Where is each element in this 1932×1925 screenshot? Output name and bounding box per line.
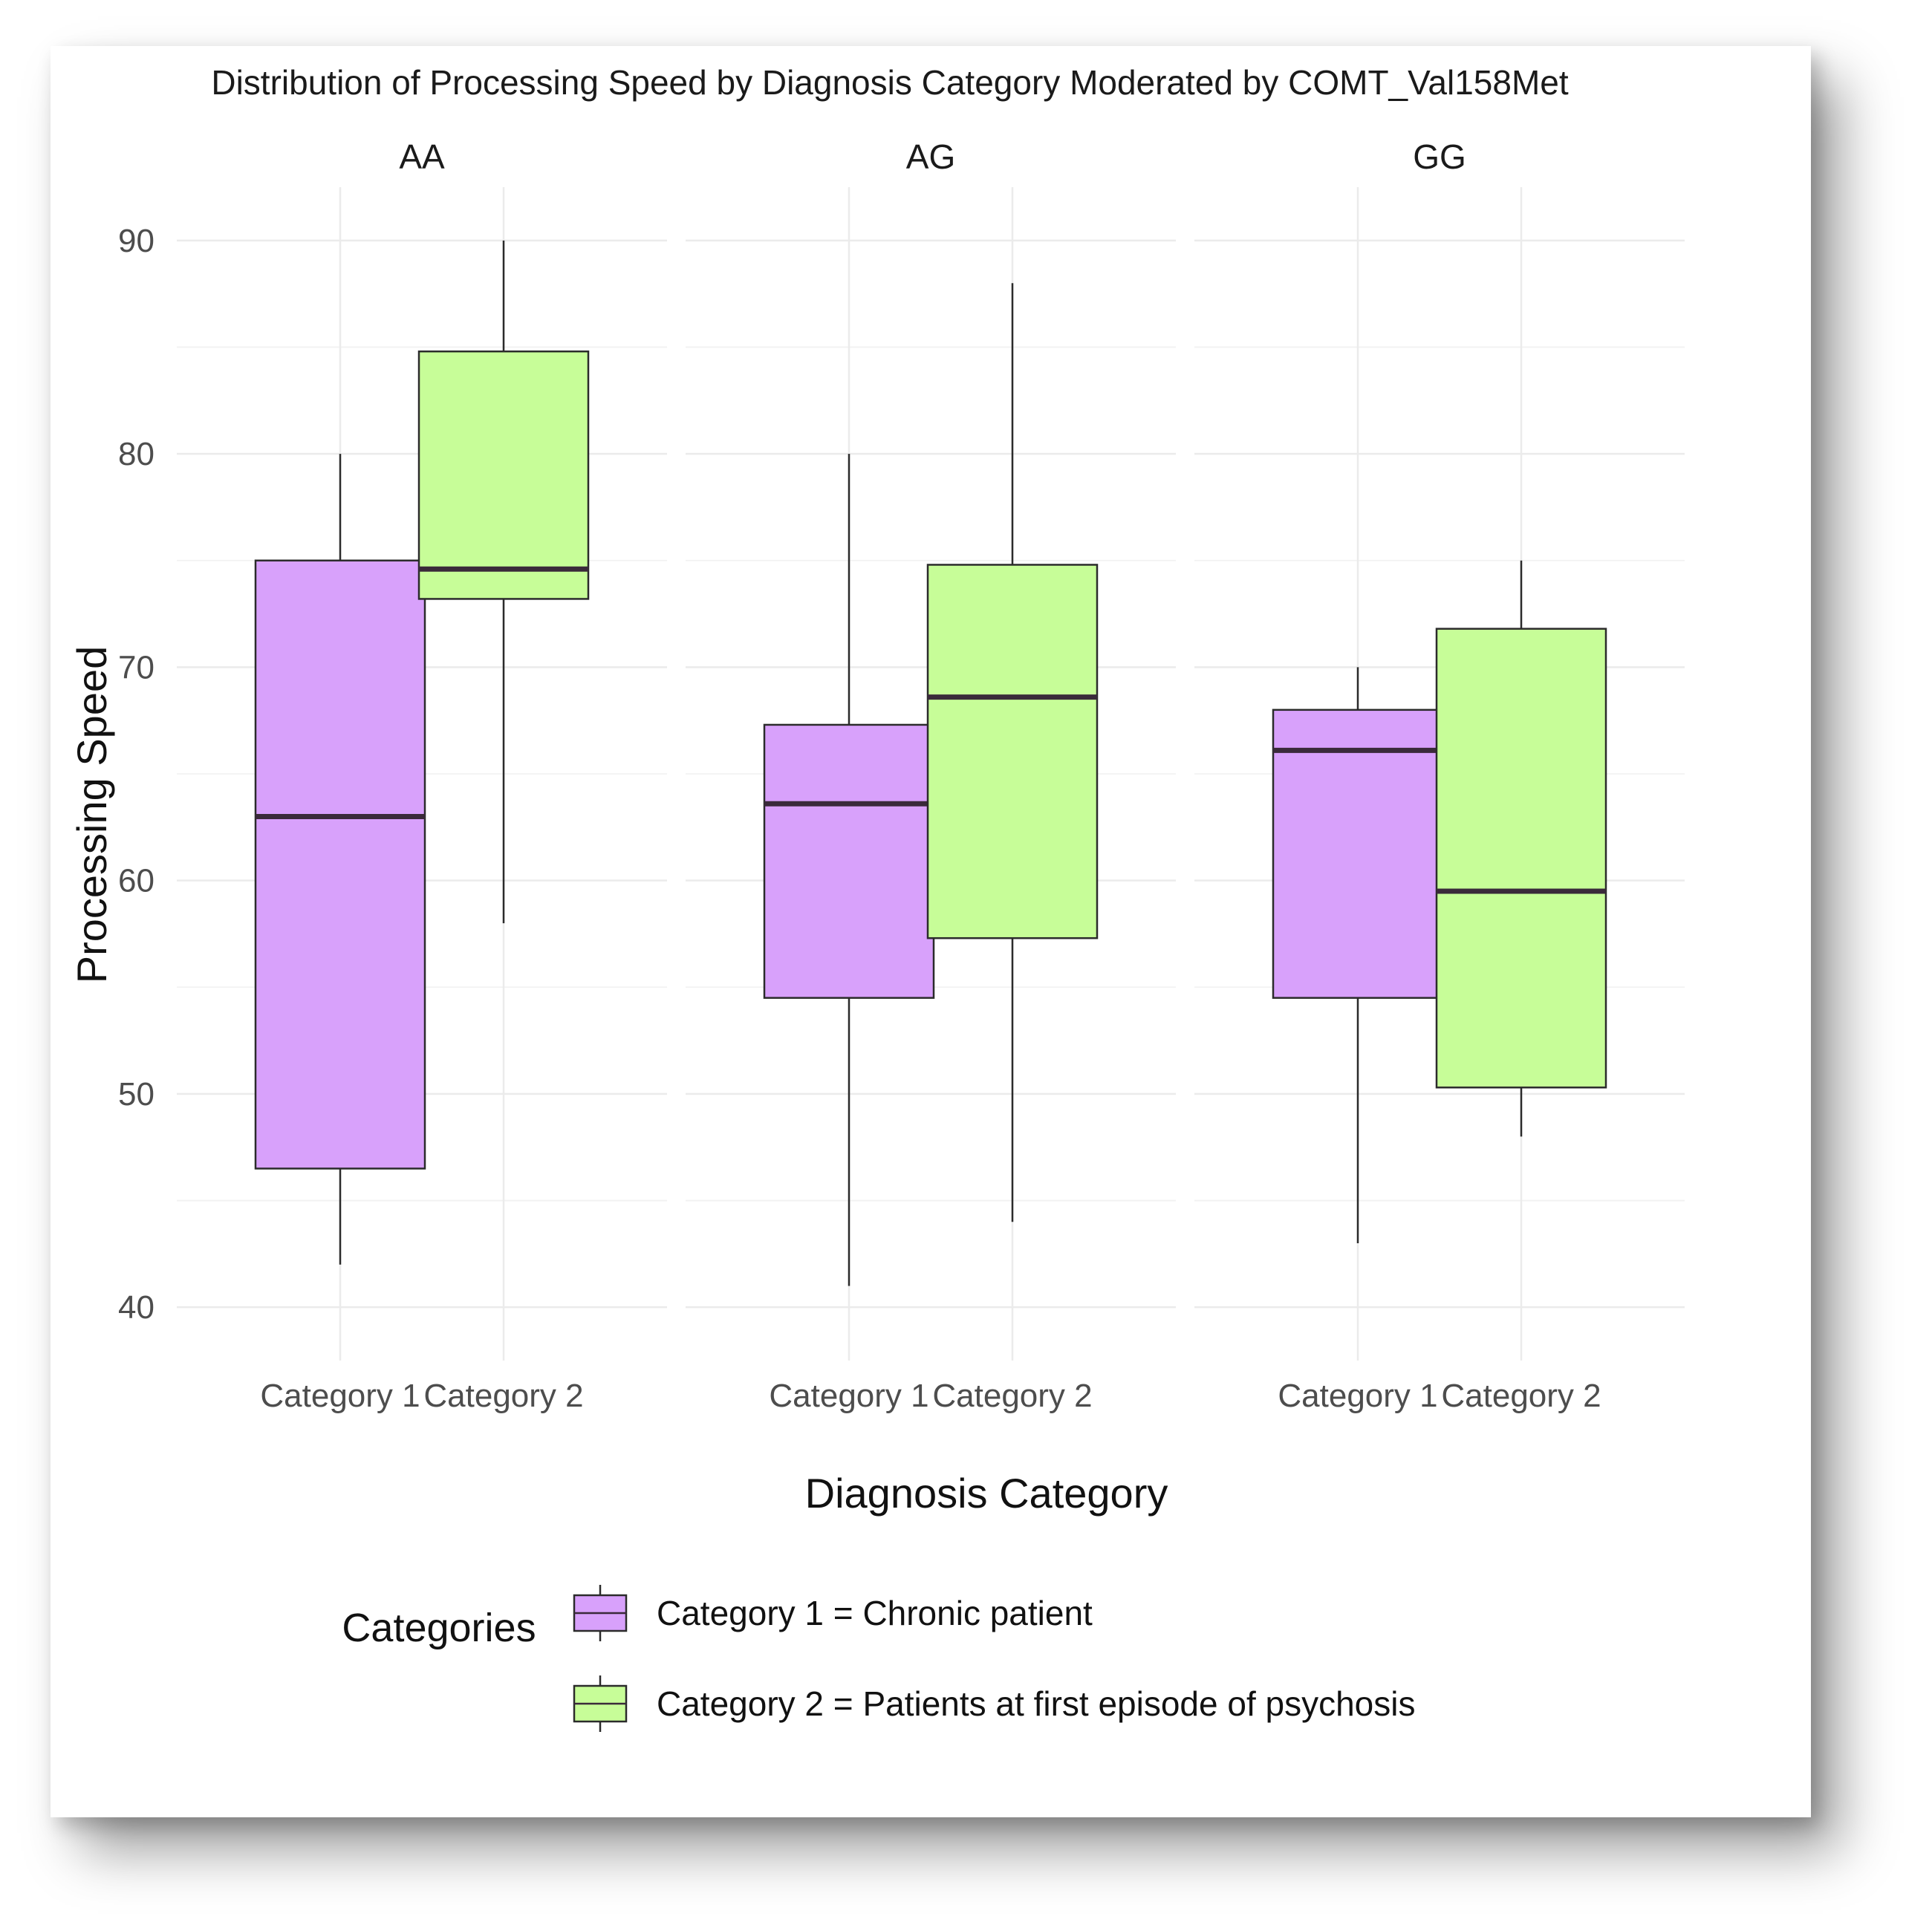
x-axis-ticks: Category 1 Category 2 Category 1 Category 2… (260, 1378, 1601, 1414)
legend: Categories Category 1 = Chronic patient C… (342, 1585, 1415, 1732)
x-tick-label-ag-category-2: Category 2 (932, 1378, 1092, 1414)
box-iqr (417, 350, 590, 600)
x-tick-label-aa-category-2: Category 2 (423, 1378, 583, 1414)
y-tick-label-40: 40 (118, 1289, 155, 1326)
boxes-layer (254, 240, 1607, 1286)
y-axis-label: Processing Speed (68, 646, 115, 984)
x-tick-label-aa-category-1: Category 1 (260, 1378, 420, 1414)
facet-label-aa: AA (399, 137, 445, 176)
legend-entry-label: Category 1 = Chronic patient (657, 1594, 1093, 1632)
chart-title: Distribution of Processing Speed by Diag… (211, 63, 1568, 102)
legend-entry-label: Category 2 = Patients at first episode o… (657, 1684, 1415, 1723)
y-tick-label-80: 80 (118, 436, 155, 472)
x-tick-label-gg-category-2: Category 2 (1441, 1378, 1601, 1414)
box-gg-category-2 (1435, 560, 1607, 1137)
box-gg-category-1 (1272, 667, 1444, 1243)
y-axis-ticks: 40 50 60 70 80 90 (118, 223, 155, 1326)
box-iqr (1435, 628, 1607, 1089)
chart-card: Distribution of Processing Speed by Diag… (51, 46, 1811, 1817)
box-iqr (763, 723, 935, 999)
y-tick-label-90: 90 (118, 223, 155, 259)
facet-label-gg: GG (1413, 137, 1466, 176)
facet-label-ag: AG (906, 137, 955, 176)
legend-title: Categories (342, 1606, 536, 1650)
box-ag-category-1 (763, 454, 935, 1286)
x-axis-label: Diagnosis Category (805, 1470, 1168, 1517)
x-tick-label-ag-category-1: Category 1 (769, 1378, 928, 1414)
legend-entry-2: Category 2 = Patients at first episode o… (573, 1675, 1415, 1732)
box-aa-category-2 (417, 240, 590, 924)
box-iqr (1272, 709, 1444, 999)
legend-entry-1: Category 1 = Chronic patient (573, 1585, 1093, 1641)
box-iqr (926, 564, 1099, 939)
x-tick-label-gg-category-1: Category 1 (1278, 1378, 1437, 1414)
box-iqr (254, 559, 426, 1170)
boxplot-chart: Distribution of Processing Speed by Diag… (68, 63, 1685, 1732)
y-tick-label-60: 60 (118, 863, 155, 899)
box-aa-category-1 (254, 454, 426, 1265)
y-tick-label-70: 70 (118, 649, 155, 685)
y-tick-label-50: 50 (118, 1076, 155, 1113)
box-ag-category-2 (926, 283, 1099, 1222)
facet-labels: AA AG GG (399, 137, 1466, 176)
